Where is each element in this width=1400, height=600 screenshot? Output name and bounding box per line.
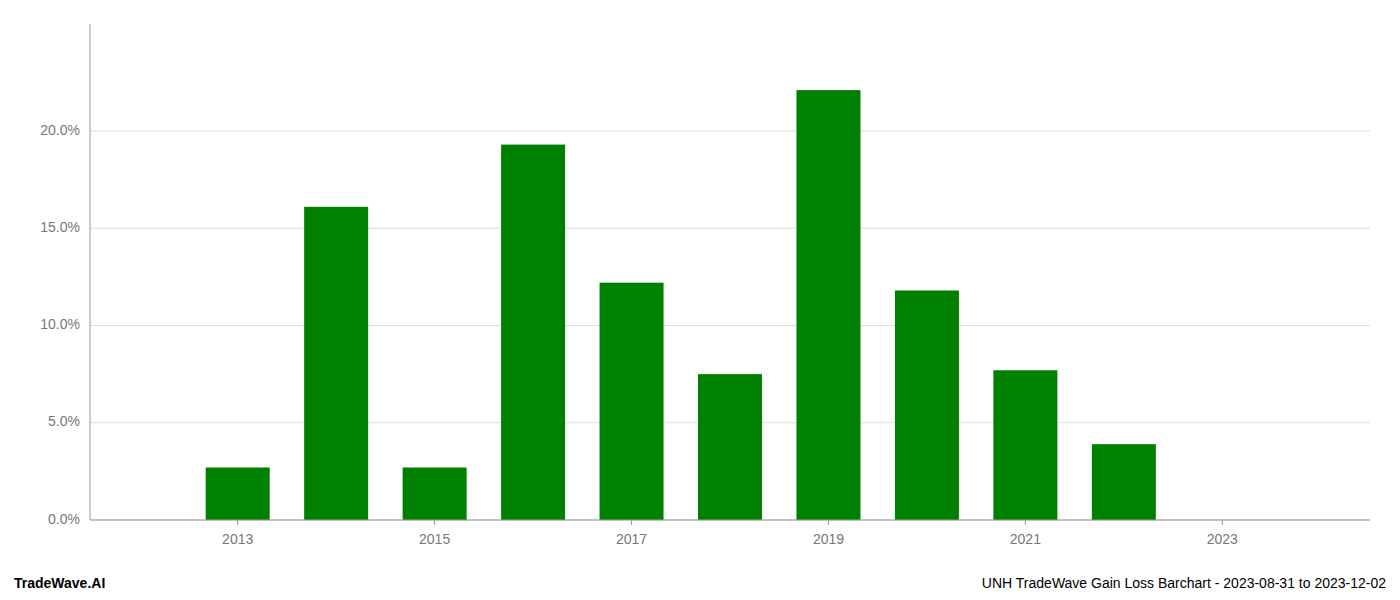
footer-right: UNH TradeWave Gain Loss Barchart - 2023-… <box>982 575 1386 591</box>
x-tick-label: 2023 <box>1207 531 1238 547</box>
bar <box>895 290 959 520</box>
bar <box>993 370 1057 520</box>
x-tick-mark <box>434 520 435 525</box>
x-tick-label: 2021 <box>1010 531 1041 547</box>
x-axis-line <box>90 520 1370 521</box>
x-tick-label: 2015 <box>419 531 450 547</box>
x-tick-label: 2017 <box>616 531 647 547</box>
y-tick-label: 5.0% <box>48 413 80 429</box>
bar <box>501 145 565 520</box>
y-tick-labels: 0.0% 5.0% 10.0% 15.0% 20.0% <box>40 122 80 527</box>
bar <box>206 467 270 520</box>
y-axis-line <box>90 24 91 520</box>
x-tick-mark <box>631 520 632 525</box>
grid-line <box>90 228 1370 229</box>
grid-line <box>90 520 1370 521</box>
bar <box>796 90 860 520</box>
chart-container: 0.0%5.0%10.0%15.0%20.0%20132015201720192… <box>0 0 1400 600</box>
y-tick-label: 20.0% <box>40 122 80 138</box>
x-ticks: 2013 2015 2017 2019 2021 2023 <box>222 520 1238 547</box>
y-tick-label: 10.0% <box>40 316 80 332</box>
y-tick-label: 0.0% <box>48 511 80 527</box>
bar <box>1092 444 1156 520</box>
x-tick-label: 2019 <box>813 531 844 547</box>
y-grid <box>90 131 1370 520</box>
x-tick-mark <box>828 520 829 525</box>
bar <box>698 374 762 520</box>
footer-left: TradeWave.AI <box>14 575 105 591</box>
y-tick-label: 15.0% <box>40 219 80 235</box>
grid-line <box>90 325 1370 326</box>
x-tick-mark <box>237 520 238 525</box>
x-tick-mark <box>1025 520 1026 525</box>
bar <box>403 467 467 520</box>
bar <box>304 207 368 520</box>
x-tick-mark <box>1222 520 1223 525</box>
bar <box>600 283 664 520</box>
grid-line <box>90 130 1370 131</box>
chart: 0.0%5.0%10.0%15.0%20.0%20132015201720192… <box>0 0 1400 600</box>
bars <box>206 90 1156 520</box>
x-tick-label: 2013 <box>222 531 253 547</box>
